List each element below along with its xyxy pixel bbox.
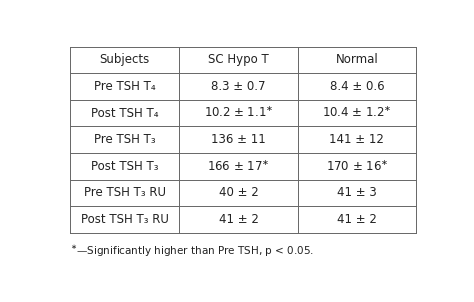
Text: 8.4 ± 0.6: 8.4 ± 0.6: [329, 80, 384, 93]
Text: Post TSH T₄: Post TSH T₄: [91, 107, 158, 120]
Text: 10.4 ± 1.2$^{\ast}$: 10.4 ± 1.2$^{\ast}$: [322, 106, 392, 120]
Text: 41 ± 2: 41 ± 2: [337, 213, 377, 226]
Text: Pre TSH T₃: Pre TSH T₃: [94, 133, 155, 146]
Text: 136 ± 11: 136 ± 11: [211, 133, 266, 146]
Text: Pre TSH T₄: Pre TSH T₄: [94, 80, 155, 93]
Text: 10.2 ± 1.1$^{\ast}$: 10.2 ± 1.1$^{\ast}$: [204, 106, 273, 120]
Text: Pre TSH T₃ RU: Pre TSH T₃ RU: [83, 186, 165, 199]
Text: 170 ± 16$^{\ast}$: 170 ± 16$^{\ast}$: [326, 159, 388, 174]
Text: Normal: Normal: [336, 53, 378, 66]
Text: Subjects: Subjects: [100, 53, 150, 66]
Text: SC Hypo T: SC Hypo T: [208, 53, 269, 66]
Text: 41 ± 2: 41 ± 2: [219, 213, 258, 226]
Text: Post TSH T₃ RU: Post TSH T₃ RU: [81, 213, 169, 226]
Text: 41 ± 3: 41 ± 3: [337, 186, 377, 199]
Text: 8.3 ± 0.7: 8.3 ± 0.7: [211, 80, 266, 93]
Text: 166 ± 17$^{\ast}$: 166 ± 17$^{\ast}$: [207, 159, 270, 174]
Text: 40 ± 2: 40 ± 2: [219, 186, 258, 199]
Text: $^{\ast}$—Significantly higher than Pre TSH, p < 0.05.: $^{\ast}$—Significantly higher than Pre …: [70, 244, 314, 259]
Text: Post TSH T₃: Post TSH T₃: [91, 160, 158, 173]
Text: 141 ± 12: 141 ± 12: [329, 133, 384, 146]
